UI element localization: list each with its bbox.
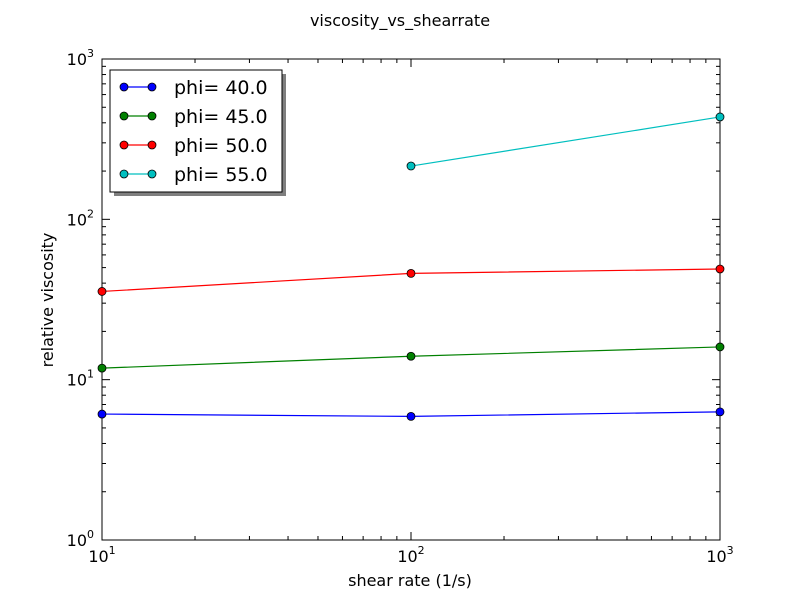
x-tick-label: 102	[397, 544, 424, 566]
data-point	[406, 351, 416, 361]
legend-marker	[147, 111, 157, 121]
x-tick-label: 101	[88, 544, 115, 566]
y-tick-label: 101	[67, 368, 94, 390]
series-line-3	[410, 116, 721, 167]
legend-marker	[119, 140, 129, 150]
legend-label: phi= 50.0	[174, 135, 268, 157]
legend-marker	[147, 82, 157, 92]
legend-label: phi= 40.0	[174, 77, 268, 99]
legend-marker	[119, 169, 129, 179]
data-point	[406, 412, 416, 421]
data-point	[715, 342, 725, 352]
data-point	[715, 264, 725, 274]
legend-label: phi= 55.0	[174, 164, 268, 186]
legend-label: phi= 45.0	[174, 106, 268, 128]
data-point	[406, 161, 416, 171]
y-tick-label: 103	[67, 47, 94, 69]
x-axis-label: shear rate (1/s)	[348, 571, 472, 590]
data-point	[97, 363, 107, 373]
chart-title: viscosity_vs_shearrate	[310, 11, 490, 31]
x-tick-label: 103	[706, 544, 733, 566]
data-point	[97, 287, 107, 296]
legend-marker	[147, 140, 157, 150]
legend-marker	[119, 82, 129, 92]
data-point	[97, 409, 107, 419]
y-tick-label: 102	[67, 207, 94, 229]
series-group	[97, 112, 725, 421]
y-tick-label: 100	[67, 528, 94, 550]
legend-marker	[147, 169, 157, 179]
data-point	[406, 269, 416, 278]
legend	[109, 69, 283, 193]
data-point	[715, 112, 725, 122]
y-axis-label: relative viscosity	[38, 233, 57, 368]
data-point	[715, 407, 725, 417]
legend-marker	[119, 111, 129, 121]
